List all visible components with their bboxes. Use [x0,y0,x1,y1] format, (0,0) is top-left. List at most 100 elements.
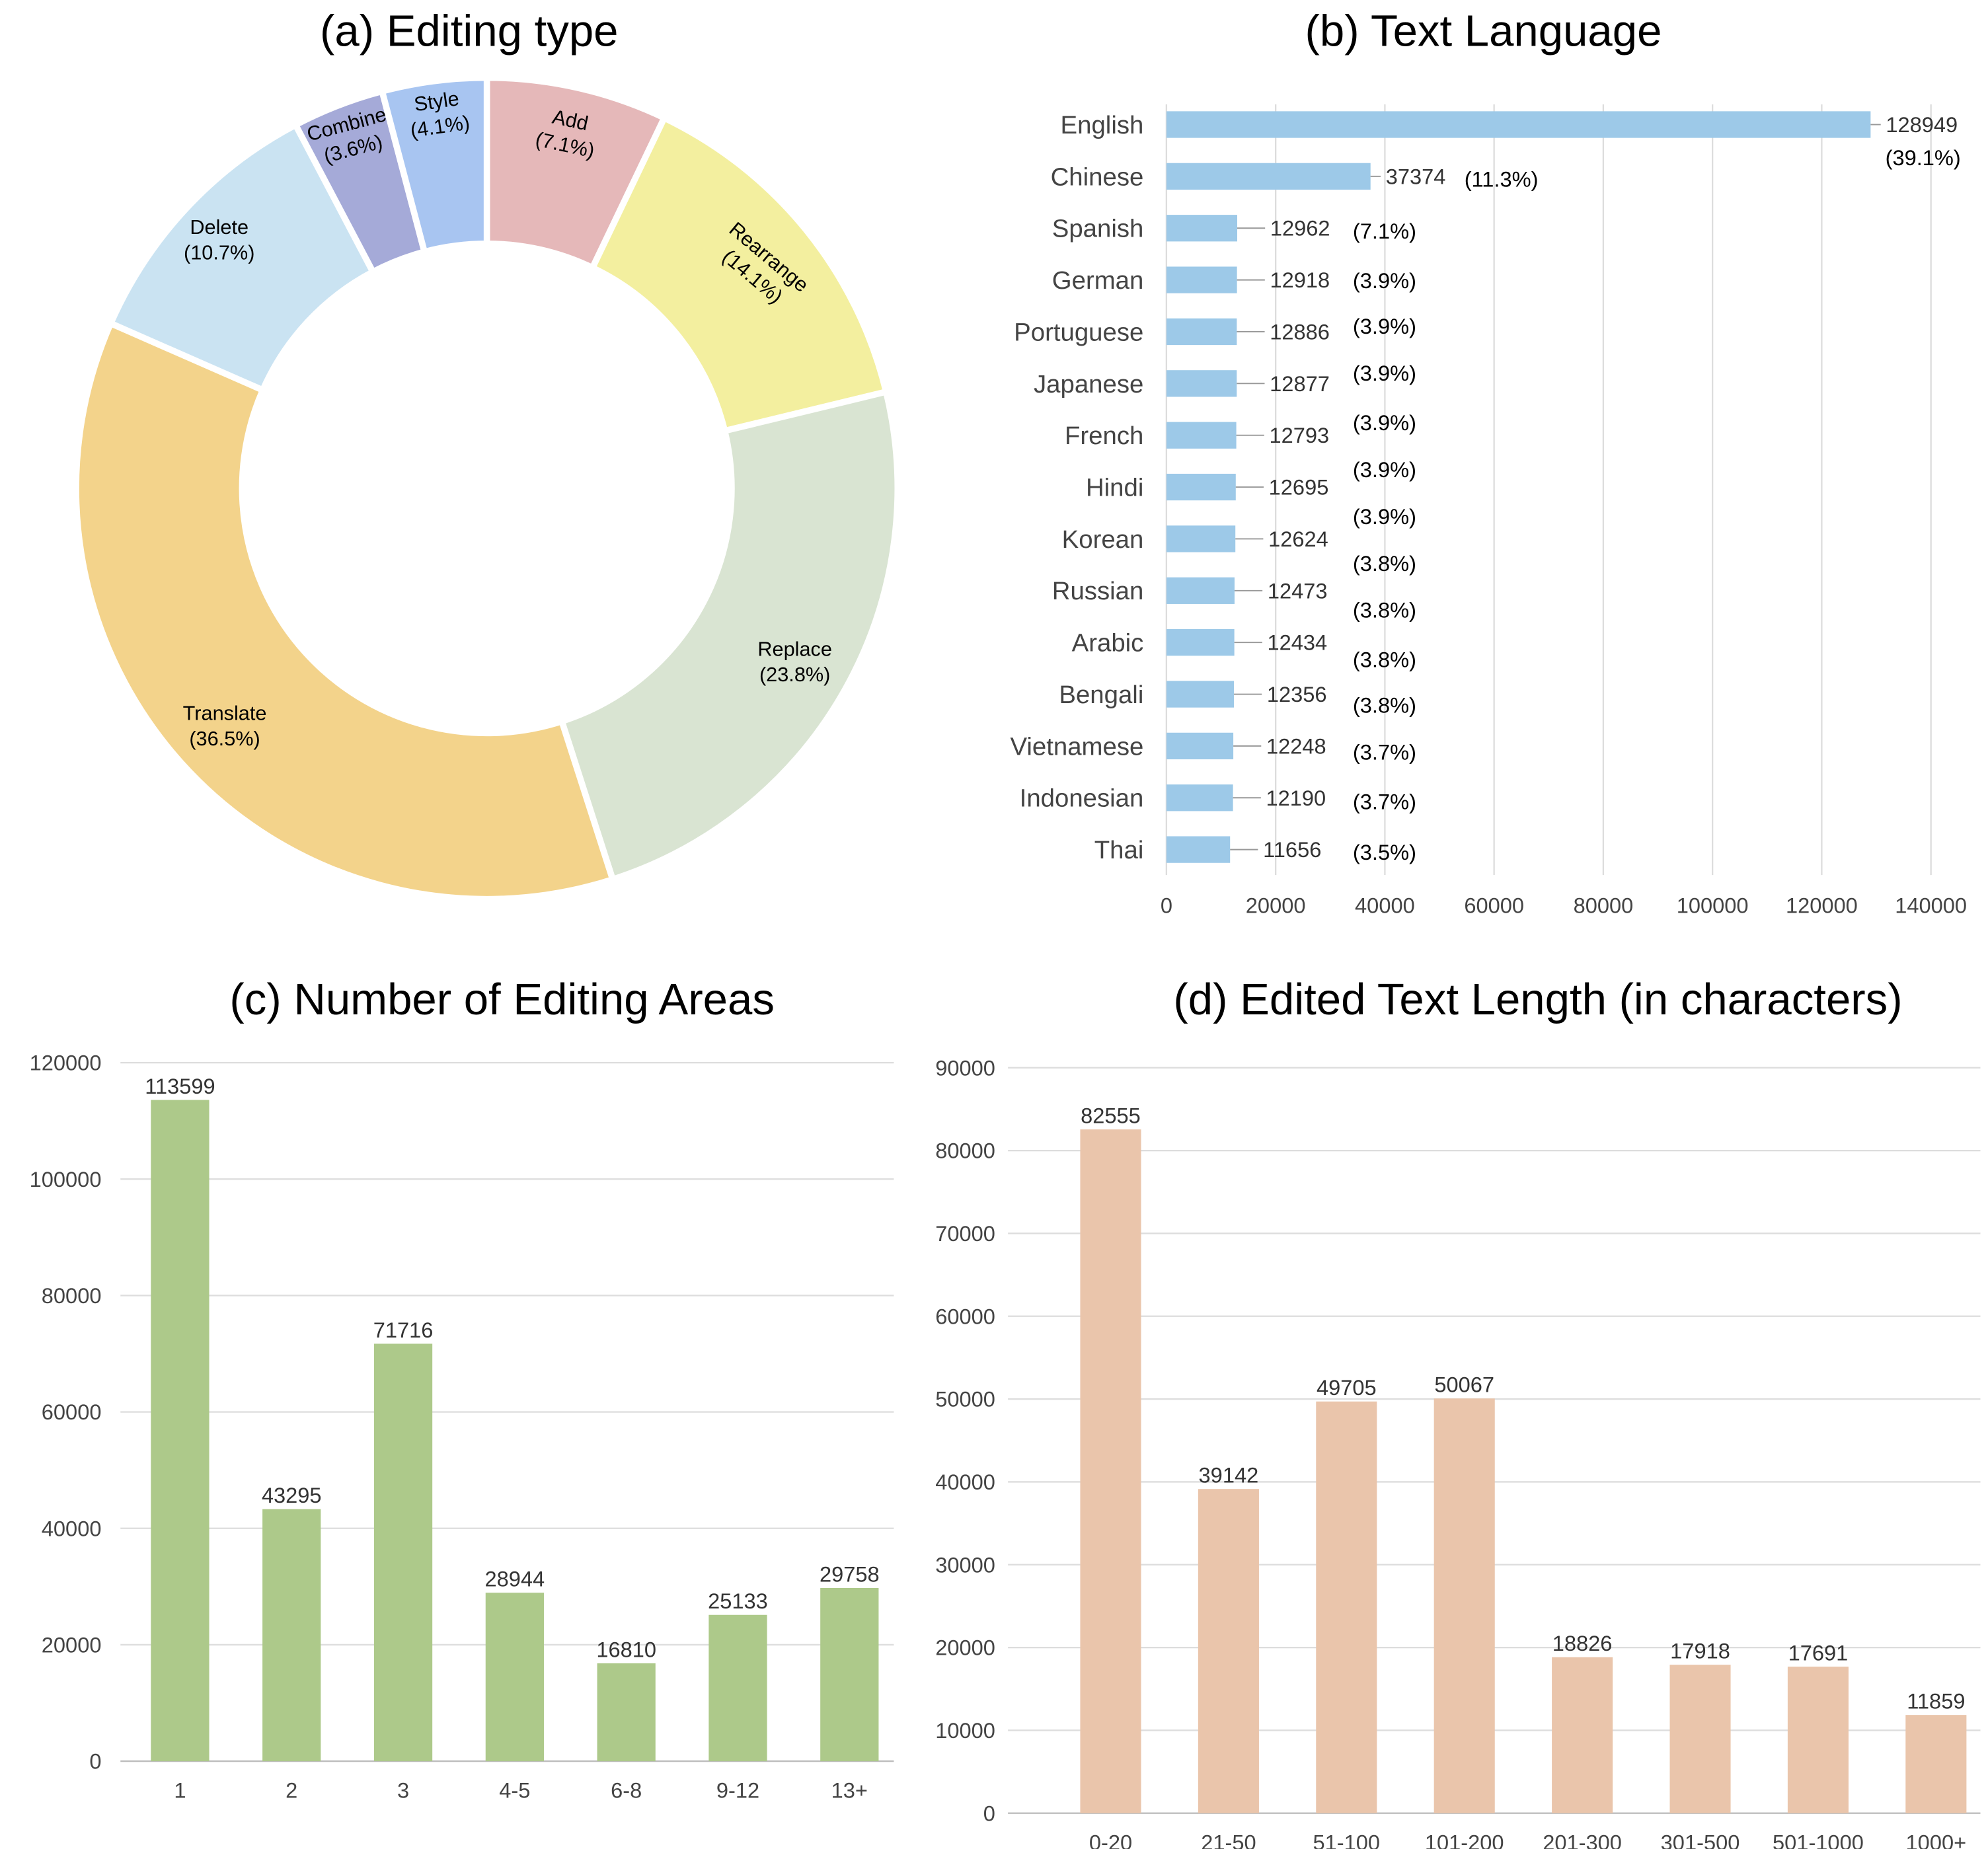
value-label: 25133 [708,1589,768,1613]
x-tick-label: 21-50 [1201,1830,1256,1849]
value-label: 50067 [1434,1373,1494,1397]
chart-c-title: (c) Number of Editing Areas [229,975,774,1024]
value-label: 11656 [1263,837,1321,862]
bar-portuguese [1166,318,1237,346]
x-tick-label: 120000 [1786,893,1858,918]
x-tick-label: 60000 [1464,893,1524,918]
x-tick-label: 80000 [1574,893,1634,918]
bar-51-100 [1316,1401,1377,1813]
value-label: 113599 [145,1074,215,1098]
y-tick-label: 0 [89,1749,101,1774]
percent-label: (7.1%) [1353,219,1416,243]
bar-501-1000 [1787,1667,1849,1813]
x-tick-label: 13+ [831,1778,868,1803]
x-tick-label: 20000 [1246,893,1306,918]
y-tick-label: Spanish [1052,215,1144,243]
y-tick-label: 70000 [935,1221,995,1246]
y-tick-label: 80000 [42,1283,102,1308]
y-tick-label: 50000 [935,1387,995,1412]
bar-indonesian [1166,784,1233,811]
y-tick-label: 30000 [935,1552,995,1577]
value-label: 49705 [1317,1375,1377,1400]
chart-d-title: (d) Edited Text Length (in characters) [1173,975,1902,1024]
bar-bengali [1166,681,1234,708]
x-tick-label: 6-8 [611,1778,642,1803]
slice-pct-label: (23.8%) [759,663,830,686]
x-tick-label: 4-5 [499,1778,530,1803]
bar-french [1166,422,1237,449]
value-label: 71716 [373,1318,434,1342]
percent-label: (3.9%) [1353,410,1416,435]
value-label: 43295 [262,1483,322,1507]
bar-3 [373,1343,433,1762]
y-tick-label: 20000 [42,1632,102,1657]
percent-label: (3.9%) [1353,314,1416,338]
value-label: 12793 [1269,423,1329,447]
x-tick-label: 140000 [1895,893,1967,918]
chart-a-donut: Add(7.1%)Rearrange(14.1%)Replace(23.8%)T… [73,74,901,903]
x-tick-label: 51-100 [1313,1830,1381,1849]
percent-label: (3.9%) [1353,268,1416,293]
slice-label: Delete [190,215,249,239]
y-tick-label: 0 [983,1801,995,1825]
x-tick-label: 501-1000 [1773,1830,1864,1849]
donut-slice-delete [106,120,377,395]
y-tick-label: Thai [1094,836,1144,864]
y-tick-label: Arabic [1072,629,1144,658]
bar-201-300 [1552,1657,1613,1813]
value-label: 12624 [1268,527,1328,551]
y-tick-label: 80000 [935,1139,995,1163]
percent-label: (3.7%) [1353,740,1416,765]
percent-label: (11.3%) [1465,167,1539,192]
donut-slice-replace [558,388,901,884]
value-label: 18826 [1552,1631,1613,1655]
value-label: 16810 [596,1637,656,1661]
value-label: 12918 [1270,268,1330,292]
y-tick-label: 40000 [935,1470,995,1494]
bar-english [1166,111,1871,138]
bar-6-8 [597,1663,656,1762]
y-tick-label: German [1052,266,1144,295]
percent-label: (39.1%) [1886,145,1961,170]
y-tick-label: Russian [1052,577,1144,605]
y-tick-label: 40000 [42,1516,102,1540]
bar-german [1166,266,1237,293]
y-tick-label: French [1065,422,1143,450]
bar-1000+ [1905,1715,1967,1813]
y-tick-label: 100000 [30,1167,102,1191]
x-tick-label: 0-20 [1089,1830,1132,1849]
bar-hindi [1166,473,1236,501]
percent-label: (3.9%) [1353,361,1416,385]
percent-label: (3.8%) [1353,693,1416,718]
value-label: 82555 [1081,1103,1141,1127]
bar-2 [262,1509,321,1762]
value-label: 28944 [485,1567,545,1591]
value-label: 12886 [1270,319,1330,344]
y-tick-label: Chinese [1051,163,1144,191]
value-label: 12473 [1268,578,1328,603]
value-label: 12434 [1268,630,1328,655]
value-label: 12356 [1267,682,1327,706]
y-tick-label: Korean [1062,525,1144,554]
bar-arabic [1166,629,1235,656]
percent-label: (3.5%) [1353,840,1416,864]
bar-0-20 [1080,1129,1141,1813]
value-label: 39142 [1199,1463,1259,1488]
y-tick-label: 60000 [935,1304,995,1328]
donut-slice-translate [73,319,617,903]
value-label: 17691 [1788,1640,1849,1665]
y-tick-label: Bengali [1059,681,1143,709]
y-tick-label: Japanese [1034,370,1143,398]
slice-label: Translate [183,701,267,724]
bar-21-50 [1198,1489,1259,1813]
bar-japanese [1166,370,1237,397]
x-tick-label: 3 [397,1778,409,1803]
chart-b-hbar: 0 20000 40000 60000 80000 100000 120000 140000 E… [1010,104,1967,918]
x-tick-label: 1000+ [1906,1830,1967,1849]
donut-slice-rearrange [588,114,890,435]
value-label: 12695 [1269,475,1329,500]
bar-301-500 [1669,1665,1731,1813]
percent-label: (3.9%) [1353,457,1416,482]
slice-pct-label: (36.5%) [189,727,260,750]
